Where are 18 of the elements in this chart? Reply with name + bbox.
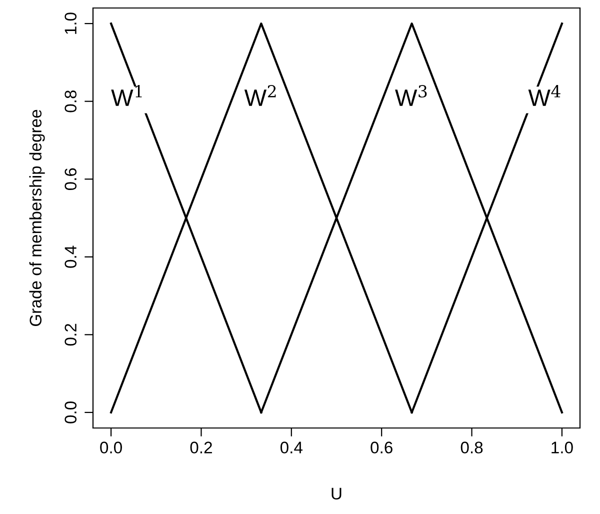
series-label: W$^{2}$ — [244, 85, 276, 106]
x-tick-label: 0.8 — [460, 442, 483, 454]
x-tick-label: 1.0 — [552, 442, 573, 454]
x-tick-label: 0.0 — [100, 442, 122, 454]
y-tick-label: 0.2 — [64, 324, 77, 346]
x-tick-label: 0.2 — [190, 442, 212, 454]
y-tick-label: 0.8 — [64, 90, 77, 112]
y-tick-label: 1.0 — [64, 12, 77, 34]
series-label: W$^{3}$ — [395, 85, 427, 106]
x-tick-label: 0.4 — [280, 442, 303, 454]
x-tick-label: 0.6 — [370, 442, 392, 454]
x-axis-title: U — [332, 488, 342, 500]
series-label: W$^{4}$ — [528, 85, 560, 106]
series-label: W$^{1}$ — [111, 85, 142, 106]
y-axis-title: Grade of membership degree — [29, 110, 45, 326]
y-tick-label: 0.4 — [64, 246, 77, 268]
y-tick-label: 0.0 — [64, 402, 77, 424]
y-tick-label: 0.6 — [64, 168, 77, 190]
